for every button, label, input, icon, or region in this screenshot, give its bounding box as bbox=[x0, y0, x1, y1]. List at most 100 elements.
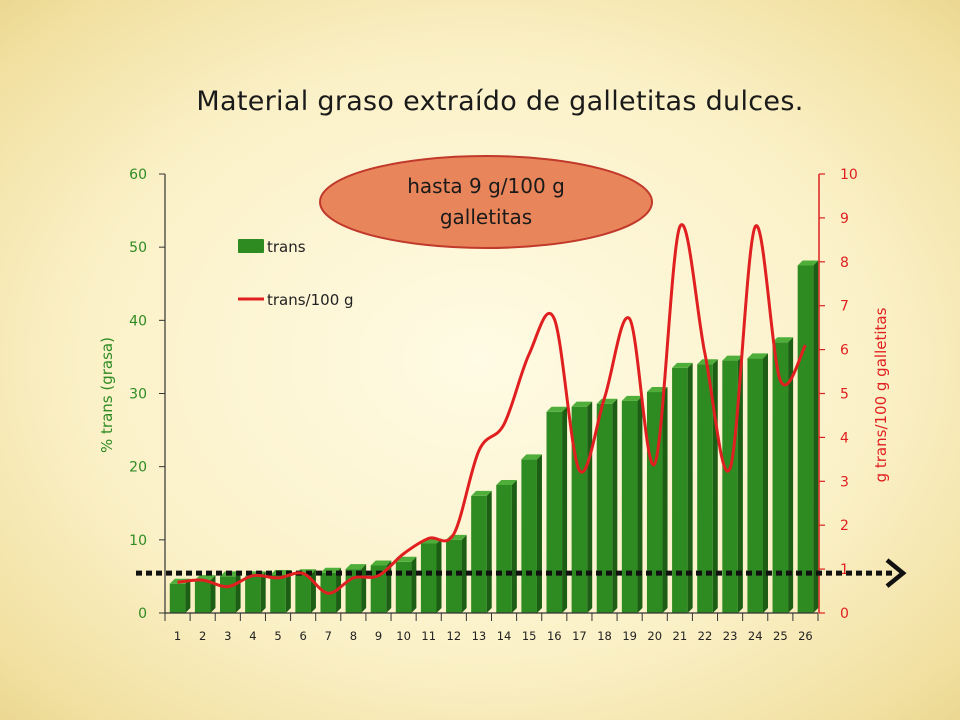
bar-side bbox=[788, 337, 794, 613]
x-tick-label: 22 bbox=[698, 629, 713, 643]
bar-face bbox=[596, 403, 613, 613]
x-tick-label: 3 bbox=[224, 629, 231, 643]
bar-side bbox=[436, 538, 442, 613]
x-tick-label: 7 bbox=[325, 629, 332, 643]
bar-side bbox=[687, 362, 693, 613]
x-tick-label: 19 bbox=[622, 629, 637, 643]
bar-side bbox=[536, 454, 542, 613]
bar-side bbox=[737, 355, 743, 613]
x-tick-label: 1 bbox=[174, 629, 181, 643]
x-tick-label: 2 bbox=[199, 629, 206, 643]
right-tick-label: 6 bbox=[840, 343, 849, 359]
bar-side bbox=[486, 490, 492, 613]
bar-face bbox=[722, 360, 738, 613]
bar-side bbox=[813, 260, 819, 613]
left-axis: 0 10 20 30 40 50 60 bbox=[129, 167, 166, 622]
bar-top bbox=[722, 355, 743, 361]
bar-top bbox=[320, 567, 342, 573]
legend: trans trans/100 g bbox=[238, 238, 354, 309]
left-tick-label: 60 bbox=[129, 167, 147, 183]
x-tick-label: 21 bbox=[673, 629, 688, 643]
bar-face bbox=[496, 484, 512, 613]
reference-line bbox=[136, 558, 907, 588]
bar-top bbox=[496, 479, 517, 485]
bar bbox=[797, 260, 819, 613]
bar-face bbox=[521, 459, 537, 613]
right-tick-label: 3 bbox=[840, 474, 849, 490]
bar-series-trans bbox=[169, 260, 819, 613]
bar-face bbox=[772, 342, 789, 613]
bar-top bbox=[772, 337, 794, 343]
callout: hasta 9 g/100 g galletitas bbox=[319, 155, 653, 249]
bar-side bbox=[762, 353, 768, 613]
bar-side bbox=[637, 395, 643, 613]
x-tick-label: 13 bbox=[472, 629, 487, 643]
legend-swatch-trans bbox=[238, 239, 264, 253]
x-tick-label: 8 bbox=[350, 629, 357, 643]
bar bbox=[546, 406, 568, 613]
bar bbox=[772, 337, 794, 613]
bar-face bbox=[571, 406, 588, 613]
x-tick-label: 15 bbox=[522, 629, 537, 643]
bar bbox=[521, 454, 542, 613]
bar-face bbox=[245, 576, 261, 613]
bar-face bbox=[194, 580, 211, 613]
bar bbox=[395, 556, 417, 613]
x-tick-label: 26 bbox=[798, 629, 813, 643]
bar-side bbox=[612, 398, 618, 613]
right-tick-label: 0 bbox=[840, 606, 849, 622]
bar-side bbox=[662, 387, 668, 613]
bar-top bbox=[370, 560, 392, 566]
bar-side bbox=[411, 556, 417, 613]
bar-side bbox=[235, 571, 241, 613]
legend-label-trans-100g: trans/100 g bbox=[267, 291, 354, 309]
x-axis-ticks: 1 2 3 4 5 6 7 8 9 10 11 12 13 14 15 16 17 18 19 20 21 22 23 24 2… bbox=[164, 612, 819, 643]
left-tick-label: 0 bbox=[138, 606, 147, 622]
x-tick-label: 24 bbox=[748, 629, 763, 643]
x-tick-label: 23 bbox=[723, 629, 738, 643]
bar-face bbox=[295, 574, 311, 613]
bar bbox=[169, 578, 191, 613]
left-tick-label: 30 bbox=[129, 387, 147, 403]
bar-side bbox=[260, 571, 266, 613]
x-tick-label: 20 bbox=[647, 629, 662, 643]
right-tick-label: 4 bbox=[840, 430, 849, 446]
bar-top bbox=[546, 406, 568, 412]
bar bbox=[747, 353, 768, 613]
x-tick-label: 10 bbox=[396, 629, 411, 643]
x-tick-label: 5 bbox=[274, 629, 281, 643]
x-tick-label: 9 bbox=[375, 629, 382, 643]
right-tick-label: 8 bbox=[840, 255, 849, 271]
left-tick-label: 10 bbox=[129, 533, 147, 549]
bar-face bbox=[672, 367, 688, 613]
bar-top bbox=[571, 401, 593, 407]
bar-top bbox=[797, 260, 819, 266]
reference-arrow-head bbox=[885, 558, 907, 588]
y2-axis-label: g trans/100 g galletitas bbox=[872, 307, 890, 482]
x-tick-label: 18 bbox=[597, 629, 612, 643]
bar bbox=[420, 538, 442, 613]
bar-face bbox=[220, 576, 236, 613]
bar bbox=[722, 355, 743, 613]
x-tick-label: 14 bbox=[497, 629, 512, 643]
bar-top bbox=[395, 556, 417, 562]
bar-side bbox=[185, 578, 191, 613]
x-tick-label: 25 bbox=[773, 629, 788, 643]
line-path-trans-100g bbox=[177, 223, 807, 595]
right-tick-label: 5 bbox=[840, 387, 849, 403]
callout-line-1: hasta 9 g/100 g bbox=[407, 174, 565, 198]
bar-side bbox=[587, 401, 593, 613]
line-series-trans-100g bbox=[177, 223, 807, 595]
right-tick-label: 1 bbox=[840, 562, 849, 578]
bar bbox=[446, 534, 467, 613]
right-tick-label: 7 bbox=[840, 299, 849, 315]
bar-top bbox=[521, 454, 542, 460]
bar-side bbox=[511, 479, 517, 613]
left-tick-label: 40 bbox=[129, 313, 147, 329]
right-tick-label: 2 bbox=[840, 518, 849, 534]
bar bbox=[571, 401, 593, 613]
bar-face bbox=[471, 495, 487, 613]
chart-title: Material graso extraído de galletitas du… bbox=[196, 86, 804, 117]
x-tick-label: 16 bbox=[547, 629, 562, 643]
